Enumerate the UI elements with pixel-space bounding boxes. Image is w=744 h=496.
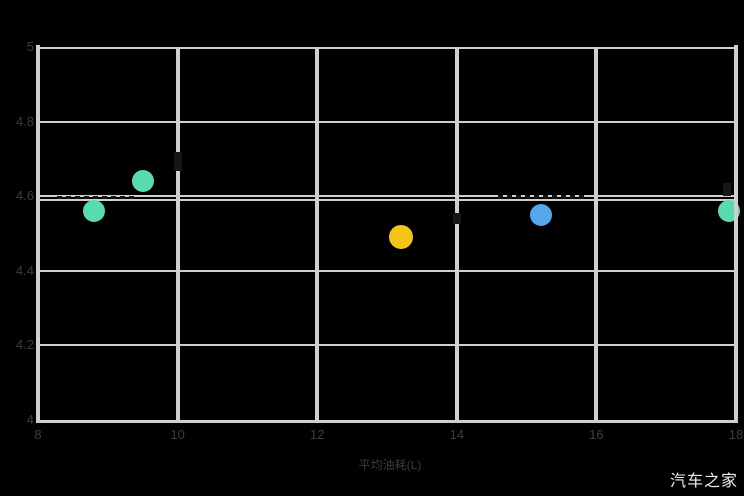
data-label-artifact (174, 152, 182, 171)
data-label-artifact (453, 213, 461, 224)
vertical-gridline (315, 47, 320, 420)
horizontal-gridline (38, 195, 736, 198)
y-axis-tick-label: 5 (26, 39, 34, 54)
x-axis-tick-label: 12 (309, 427, 325, 442)
vertical-gridline (594, 47, 599, 420)
horizontal-gridline (38, 269, 736, 272)
data-point-bubble[interactable] (131, 170, 154, 193)
x-axis-tick-label: 14 (449, 427, 465, 442)
data-label-artifact (723, 183, 731, 196)
x-axis-tick-label: 10 (170, 427, 185, 442)
data-label-artifact (57, 196, 135, 199)
vertical-gridline (175, 47, 180, 420)
horizontal-gridline (38, 120, 736, 123)
x-axis-tick-label: 18 (728, 427, 744, 442)
y-axis-tick-label: 4.4 (15, 262, 34, 278)
x-axis-title: 平均油耗(L) (358, 458, 422, 472)
horizontal-gridline (38, 344, 736, 347)
y-axis-tick-label: 4.2 (15, 337, 34, 353)
data-point-bubble[interactable] (82, 200, 105, 223)
plot-border-left (36, 45, 40, 423)
plot-border-right (734, 45, 738, 423)
y-axis-tick-label: 4.8 (15, 113, 34, 129)
y-axis-tick-label: 4 (26, 412, 34, 427)
y-axis-tick-label: 4.6 (15, 188, 34, 204)
watermark-autohome-logo: 汽车之家 (669, 473, 738, 490)
data-point-bubble[interactable] (529, 203, 552, 226)
data-point-bubble[interactable] (388, 225, 413, 250)
plot-area (38, 47, 741, 420)
plot-border-top (36, 47, 738, 49)
reference-line (38, 198, 736, 201)
vertical-gridline (454, 47, 459, 420)
data-label-artifact (498, 195, 586, 199)
x-axis-tick-label: 8 (34, 427, 42, 442)
plot-border-bottom (36, 420, 738, 423)
x-axis-tick-label: 16 (589, 427, 604, 442)
